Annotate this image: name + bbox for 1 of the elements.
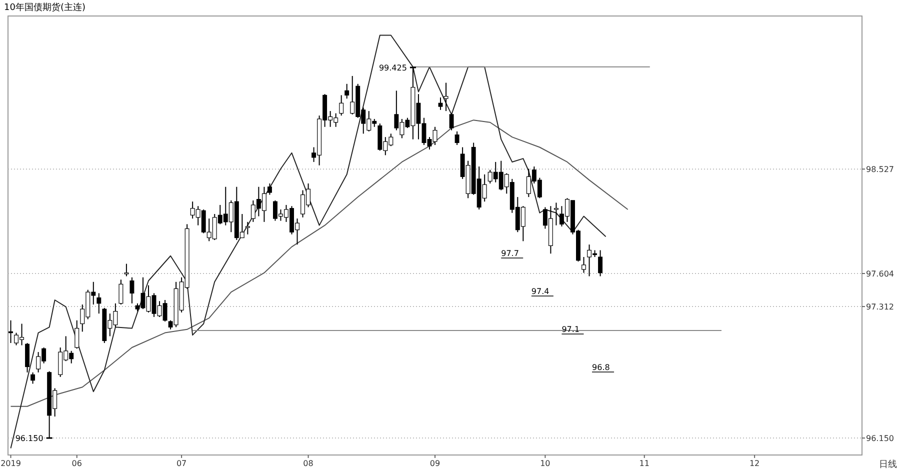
title: 10年国债期货(主连) [4,3,86,13]
